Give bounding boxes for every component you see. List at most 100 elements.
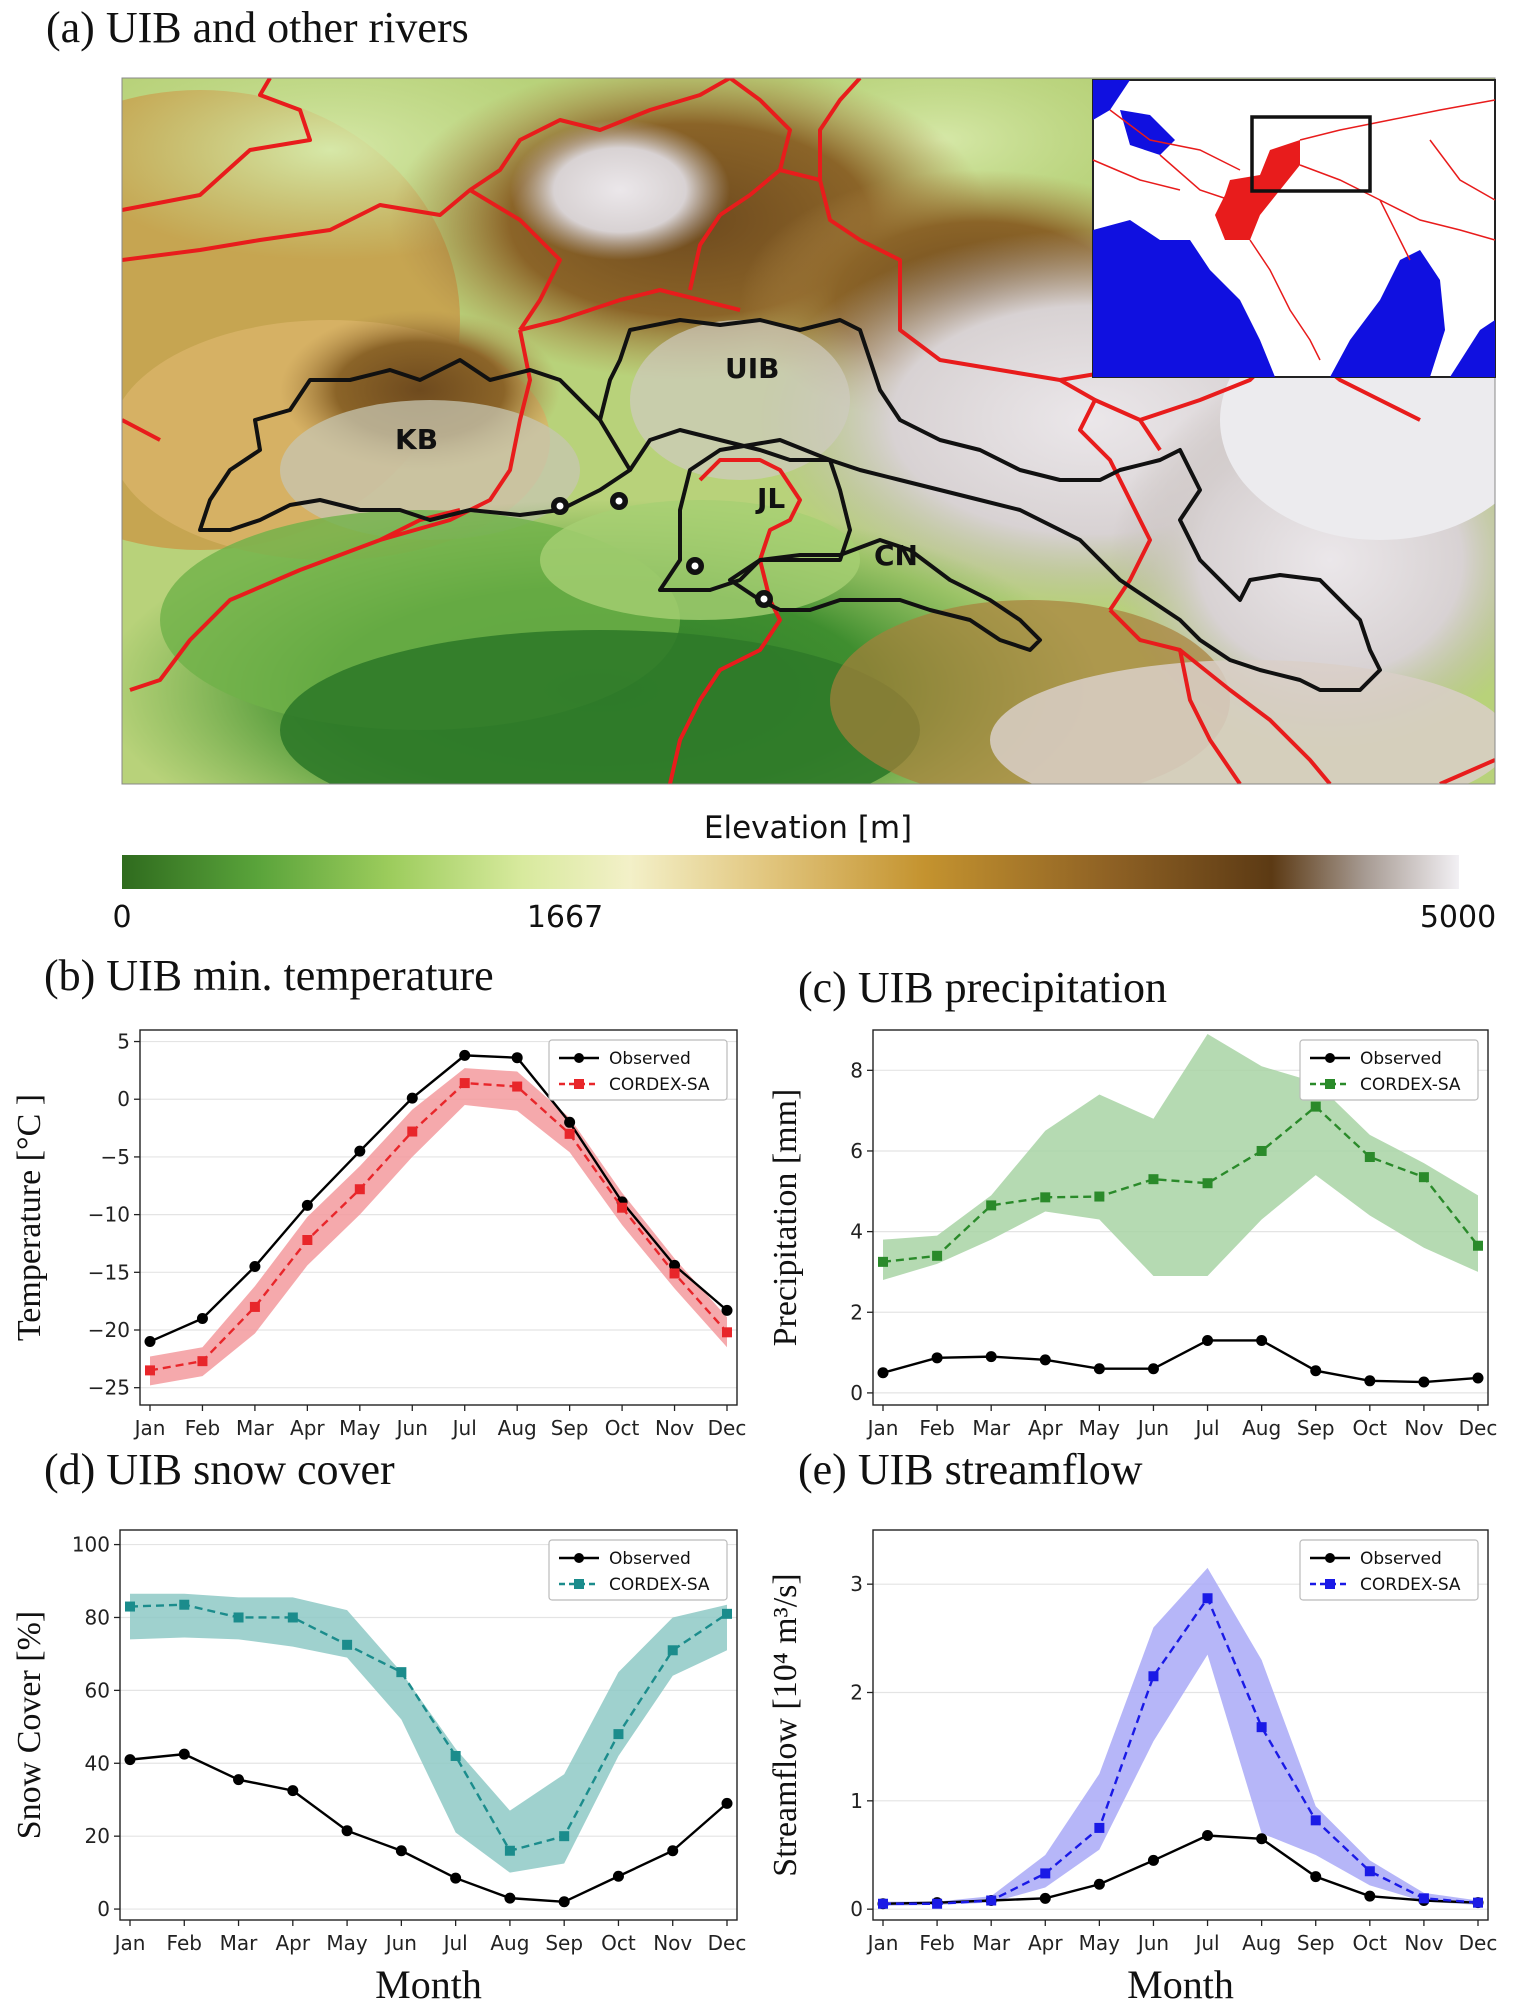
legend-marker	[1325, 1053, 1335, 1063]
x-tick-label: Mar	[972, 1931, 1011, 1955]
x-tick-label: Jul	[451, 1416, 477, 1440]
legend-marker	[1325, 1579, 1335, 1589]
elevation-colorbar	[122, 855, 1459, 889]
x-tick-label: Nov	[1404, 1416, 1443, 1440]
data-point	[1364, 1866, 1375, 1877]
data-point	[564, 1116, 576, 1128]
x-tick-label: Jun	[1136, 1416, 1169, 1440]
data-point	[504, 1892, 516, 1904]
x-tick-label: Oct	[1353, 1931, 1388, 1955]
y-tick-label: −10	[88, 1203, 130, 1227]
data-point	[341, 1825, 353, 1837]
x-tick-label: Nov	[1404, 1931, 1443, 1955]
series-line	[882, 1339, 1479, 1384]
data-point	[878, 1898, 888, 1909]
y-tick-label: 1	[850, 1789, 863, 1813]
data-point	[613, 1729, 624, 1740]
data-point	[1418, 1893, 1429, 1904]
plot-frame	[872, 1529, 1489, 1921]
x-tick-label: Nov	[653, 1931, 692, 1955]
x-tick-label: Mar	[972, 1416, 1011, 1440]
chart-title: (c) UIB precipitation	[798, 963, 1167, 1012]
y-tick-label: 6	[850, 1139, 863, 1163]
uncertainty-band	[130, 1593, 727, 1873]
x-axis-label: Month	[375, 1962, 482, 2000]
data-point	[144, 1336, 156, 1348]
x-tick-label: Feb	[185, 1416, 220, 1440]
legend-label: Observed	[609, 1549, 691, 1569]
series-line	[882, 1834, 1479, 1905]
data-point	[1039, 1354, 1051, 1366]
data-point	[1418, 1172, 1429, 1183]
series-line	[149, 1054, 728, 1343]
data-point	[721, 1304, 733, 1316]
basin-outlines	[198, 318, 1382, 692]
x-tick-label: Jan	[866, 1416, 899, 1440]
data-point	[396, 1667, 407, 1678]
data-point	[1202, 1178, 1213, 1189]
data-point	[1256, 1722, 1267, 1733]
plot-frame	[872, 1029, 1489, 1406]
y-tick-label: 60	[85, 1678, 110, 1702]
data-point	[669, 1268, 680, 1279]
data-point	[233, 1774, 245, 1786]
data-point	[1418, 1376, 1430, 1388]
series-line	[882, 1105, 1479, 1264]
data-point	[196, 1312, 208, 1324]
data-point	[249, 1261, 261, 1273]
data-point	[722, 1608, 732, 1619]
x-tick-label: Feb	[167, 1931, 202, 1955]
data-point	[986, 1895, 997, 1906]
data-point	[1256, 1145, 1267, 1156]
data-point	[1364, 1152, 1375, 1163]
data-point	[1040, 1868, 1051, 1879]
legend-marker	[574, 1553, 584, 1563]
x-tick-label: Jun	[395, 1416, 428, 1440]
series-line	[129, 1603, 728, 1853]
legend-marker	[574, 1053, 584, 1063]
x-tick-label: May	[339, 1416, 381, 1440]
data-point	[1472, 1372, 1484, 1384]
data-point	[1202, 1830, 1214, 1841]
data-point	[287, 1785, 299, 1797]
y-tick-label: 100	[72, 1533, 110, 1557]
x-tick-label: Jun	[1136, 1931, 1169, 1955]
data-point	[1039, 1892, 1051, 1904]
data-point	[249, 1301, 260, 1312]
chart-min-temperature: (b) UIB min. temperature 5 0 −5 −10 −15 −20 −25…	[11, 951, 746, 1440]
legend-label: CORDEX-SA	[609, 1075, 710, 1095]
data-point	[301, 1199, 313, 1211]
data-point	[1310, 1815, 1321, 1826]
y-axis-label: Precipitation [mm]	[767, 1089, 804, 1347]
data-point	[1364, 1375, 1376, 1387]
basin-label-kb: KB	[395, 423, 438, 456]
x-tick-label: Apr	[1028, 1931, 1063, 1955]
data-point	[612, 1870, 624, 1882]
data-point	[1094, 1191, 1105, 1202]
country-borders	[122, 78, 1495, 784]
data-point	[931, 1352, 943, 1364]
basin-label-uib: UIB	[725, 352, 780, 385]
colorbar-tick-5000: 5000	[1420, 900, 1496, 935]
colorbar-tick-0: 0	[112, 900, 131, 935]
x-tick-label: Sep	[1297, 1931, 1335, 1955]
data-point	[178, 1748, 190, 1760]
x-tick-label: Oct	[605, 1416, 640, 1440]
data-point	[1202, 1334, 1214, 1346]
colorbar-tick-1667: 1667	[527, 900, 603, 935]
series-line	[883, 1595, 1479, 1905]
x-tick-label: Apr	[290, 1416, 325, 1440]
data-point	[932, 1898, 943, 1909]
data-point	[511, 1052, 523, 1064]
data-point	[354, 1145, 366, 1157]
legend-label: CORDEX-SA	[1360, 1575, 1461, 1595]
basin-label-cn: CN	[874, 539, 918, 572]
data-point	[1310, 1365, 1322, 1377]
data-point	[721, 1797, 733, 1809]
x-tick-label: May	[1079, 1931, 1121, 1955]
data-point	[1473, 1240, 1483, 1251]
data-point	[986, 1200, 997, 1211]
y-tick-label: 2	[850, 1681, 863, 1705]
series-line	[129, 1752, 728, 1903]
